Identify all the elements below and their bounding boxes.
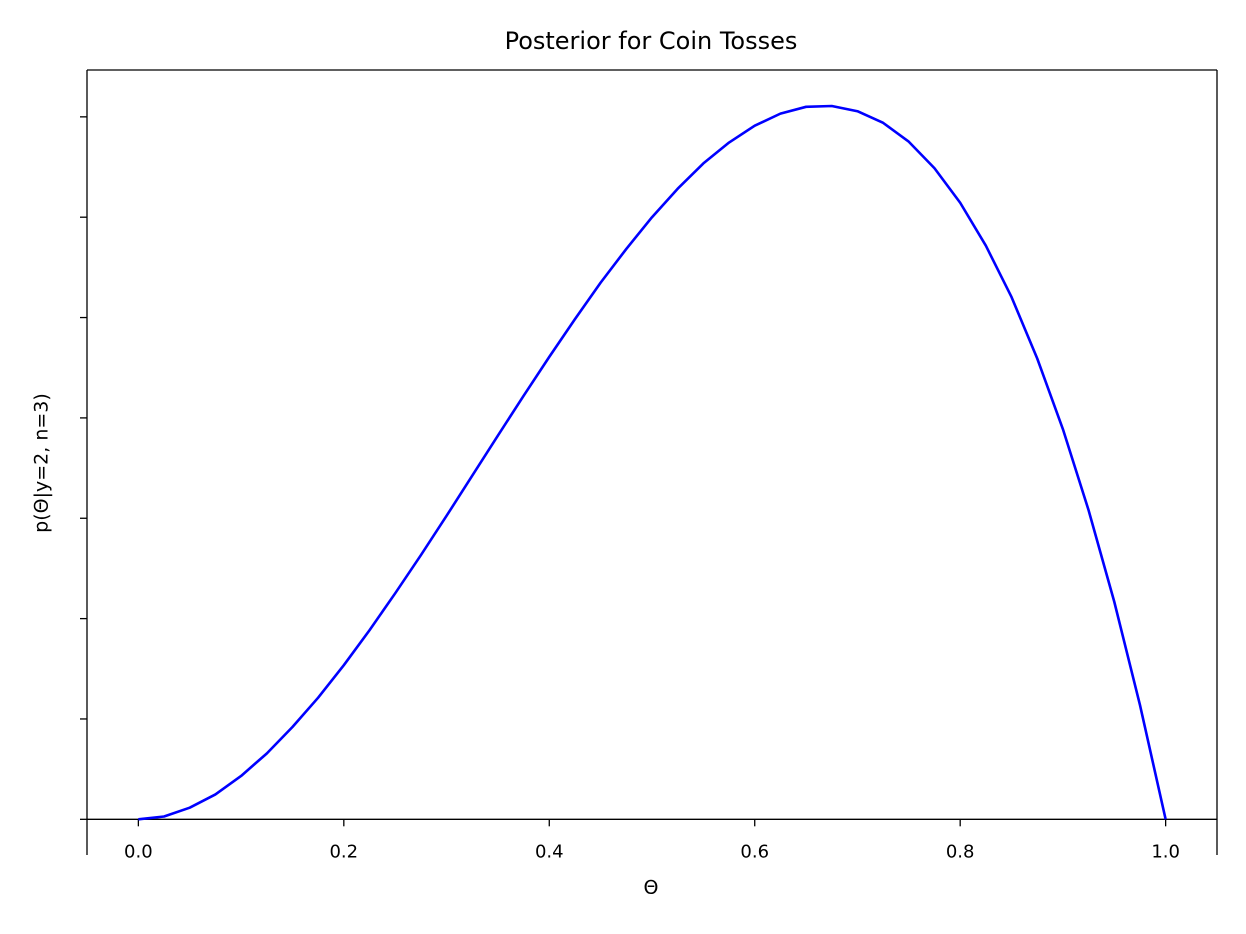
y-axis-label: p(Θ|y=2, n=3): [31, 393, 53, 533]
chart-title: Posterior for Coin Tosses: [505, 27, 798, 55]
x-tick-label: 0.2: [329, 841, 358, 862]
x-tick-label: 0.4: [535, 841, 564, 862]
line-series: [138, 104, 1167, 821]
x-tick-label: 0.0: [124, 841, 153, 862]
x-axis-label: Θ: [644, 877, 659, 899]
x-tick-label: 1.0: [1151, 841, 1180, 862]
x-tick-label: 0.8: [946, 841, 975, 862]
x-tick-label: 0.6: [740, 841, 769, 862]
